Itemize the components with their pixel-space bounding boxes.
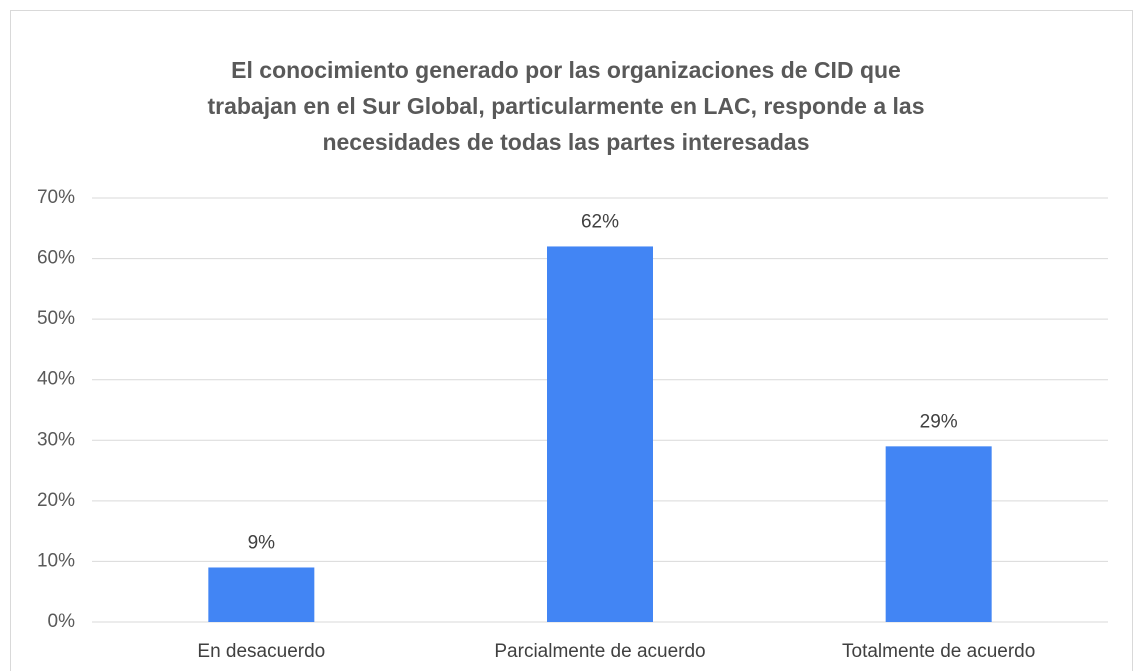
y-tick-label: 30% bbox=[37, 429, 75, 450]
bar bbox=[885, 446, 992, 622]
y-tick-label: 70% bbox=[37, 187, 75, 208]
chart-title: El conocimiento generado por las organiz… bbox=[231, 57, 901, 83]
chart-title: trabajan en el Sur Global, particularmen… bbox=[207, 93, 924, 119]
y-tick-label: 10% bbox=[37, 550, 75, 571]
x-tick-label: En desacuerdo bbox=[197, 641, 325, 662]
chart-title: necesidades de todas las partes interesa… bbox=[322, 129, 809, 155]
bar bbox=[208, 567, 315, 622]
data-label: 29% bbox=[920, 411, 958, 432]
x-tick-label: Parcialmente de acuerdo bbox=[494, 641, 705, 662]
y-tick-label: 60% bbox=[37, 248, 75, 269]
x-tick-label: Totalmente de acuerdo bbox=[842, 641, 1035, 662]
bar bbox=[547, 246, 653, 622]
y-tick-label: 20% bbox=[37, 490, 75, 511]
y-tick-label: 0% bbox=[48, 611, 76, 632]
data-label: 62% bbox=[581, 211, 619, 232]
y-tick-label: 40% bbox=[37, 369, 75, 390]
y-tick-label: 50% bbox=[37, 308, 75, 329]
data-label: 9% bbox=[248, 533, 276, 554]
